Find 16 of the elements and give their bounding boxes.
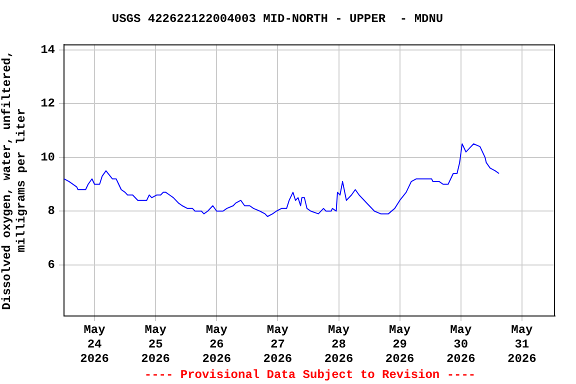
x-tick-label: May 26 2026 (202, 323, 232, 366)
x-tick-label: May 24 2026 (80, 323, 109, 366)
x-tick-label: May 25 2026 (141, 323, 170, 366)
y-tick-label: 10 (40, 150, 55, 164)
x-tick-label: May 31 2026 (508, 323, 536, 366)
y-tick-label: 12 (40, 96, 55, 111)
y-tick-label: 14 (40, 42, 55, 57)
x-tick-label: May 30 2026 (446, 323, 476, 366)
x-tick-label: May 28 2026 (324, 323, 354, 366)
chart-title: USGS 422622122004003 MID-NORTH - UPPER - MDNU (112, 12, 444, 26)
x-tick-label: May 29 2026 (385, 323, 414, 366)
y-tick-label: 6 (48, 258, 55, 272)
text: ---- Provisional Data Subject to Revision ---- (144, 368, 476, 382)
y-axis-title: Dissolved oxygen, water, unfiltered, milligrams per liter (0, 50, 29, 310)
y-tick-label: 8 (48, 204, 55, 218)
x-tick-label: May 27 2026 (263, 323, 292, 366)
